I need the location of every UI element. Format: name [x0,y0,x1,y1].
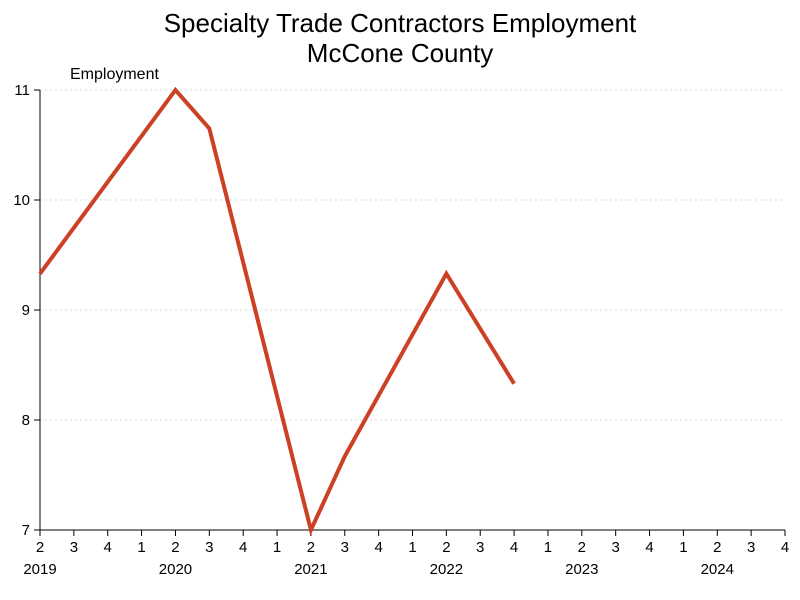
svg-text:4: 4 [239,539,247,556]
svg-text:3: 3 [476,539,484,556]
svg-text:2022: 2022 [430,561,463,578]
svg-text:2: 2 [442,539,450,556]
svg-text:2023: 2023 [565,561,598,578]
svg-text:8: 8 [22,412,30,429]
chart-svg: 7 8 9 10 11 2 3 4 1 2 3 4 1 2 3 4 1 2 3 4 1 2 3 4 1 2 3 4 2019 2020 20… [0,0,800,600]
svg-text:3: 3 [341,539,349,556]
svg-text:3: 3 [747,539,755,556]
svg-text:4: 4 [781,539,789,556]
svg-text:2: 2 [171,539,179,556]
svg-text:2021: 2021 [294,561,327,578]
svg-text:2: 2 [307,539,315,556]
svg-text:2020: 2020 [159,561,192,578]
svg-text:9: 9 [22,302,30,319]
svg-text:1: 1 [408,539,416,556]
svg-text:4: 4 [104,539,112,556]
chart-container: Specialty Trade Contractors Employment M… [0,0,800,600]
svg-text:4: 4 [374,539,382,556]
svg-text:1: 1 [273,539,281,556]
svg-text:4: 4 [510,539,518,556]
svg-text:11: 11 [14,82,30,99]
svg-text:3: 3 [70,539,78,556]
svg-text:10: 10 [13,192,30,209]
svg-text:2: 2 [578,539,586,556]
svg-text:1: 1 [137,539,145,556]
svg-text:7: 7 [22,522,30,539]
svg-text:3: 3 [612,539,620,556]
svg-text:1: 1 [544,539,552,556]
svg-text:4: 4 [645,539,653,556]
svg-text:2024: 2024 [701,561,734,578]
svg-text:3: 3 [205,539,213,556]
svg-text:2: 2 [713,539,721,556]
svg-text:1: 1 [679,539,687,556]
svg-text:2: 2 [36,539,44,556]
svg-text:2019: 2019 [23,561,56,578]
